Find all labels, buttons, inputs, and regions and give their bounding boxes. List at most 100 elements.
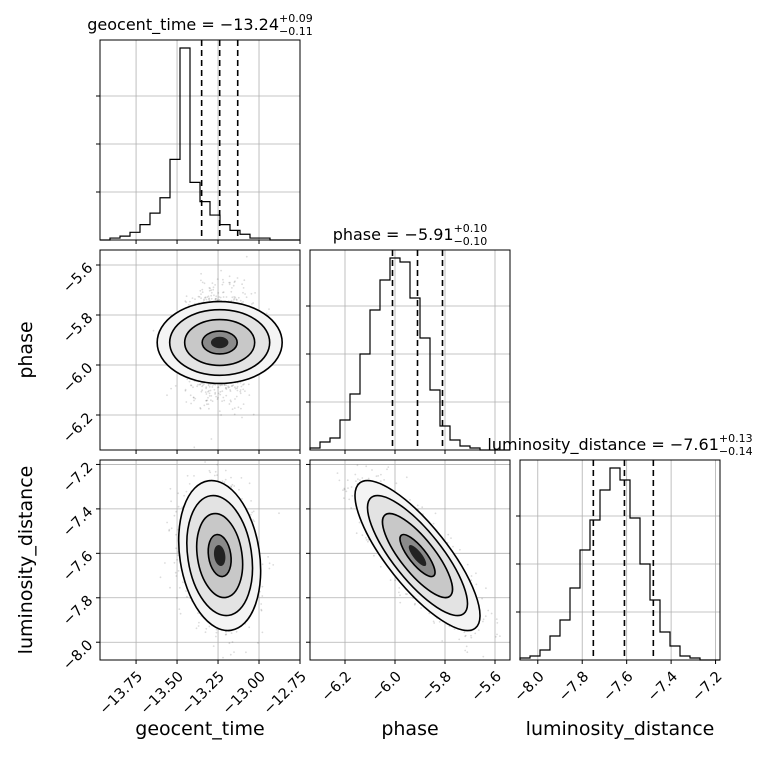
sample-point [214,393,217,395]
sample-point [210,438,213,440]
y-tick-label: −5.8 [60,310,96,346]
sample-point [203,299,205,302]
sample-point [223,384,226,386]
sample-point [438,620,441,623]
y-tick-label: −8.0 [60,637,96,673]
density-layer [159,461,280,667]
sample-point [459,548,461,551]
panel-border [99,39,301,241]
sample-point [241,498,243,500]
sample-point [193,399,195,402]
density-layer [336,460,501,658]
y-tick-label: −7.8 [60,593,96,629]
sample-point [252,413,255,416]
sample-point [173,561,176,564]
sample-point [268,562,271,565]
sample-point [233,407,236,409]
sample-point [197,625,200,627]
sample-point [208,469,211,472]
sample-point [237,296,240,299]
sample-point [229,390,232,392]
sample-point [224,469,227,472]
sample-point [193,475,195,477]
sample-point [464,649,467,652]
sample-point [241,283,244,286]
sample-point [207,390,209,393]
panel-border [99,249,301,451]
sample-point [432,620,435,623]
sample-point [236,385,239,388]
sample-point [206,399,209,402]
sample-point [247,383,250,386]
sample-point [242,291,244,294]
sample-point [225,394,228,397]
y-tick-label: −6.0 [60,360,96,396]
sample-point [252,302,255,304]
sample-point [216,278,219,280]
y-tick-label: −5.6 [60,260,96,296]
sample-point [169,487,172,490]
sample-point [205,393,208,395]
sample-point [193,446,196,449]
sample-point [223,481,226,483]
sample-point [253,520,256,523]
panel-title: luminosity_distance = −7.61+0.13 [487,432,752,455]
x-tick-label: −13.00 [220,669,269,718]
sample-point [224,478,227,481]
sample-point [238,488,240,491]
sample-point [230,299,233,302]
sample-point [215,628,218,631]
sample-point [379,480,382,482]
sample-point [185,490,188,493]
sample-point [211,386,214,388]
sample-point [222,656,224,659]
sample-point [225,633,228,636]
sample-point [210,395,213,397]
density-layer [152,255,283,449]
sample-point [198,621,200,624]
sample-point [358,521,361,524]
sample-point [208,299,211,302]
sample-point [205,399,208,402]
sample-point [221,384,224,387]
sample-point [197,295,200,298]
sample-point [215,395,218,398]
sample-point [242,403,245,405]
sample-point [228,275,231,278]
sample-point [222,278,224,281]
sample-point [207,295,210,298]
sample-point [175,547,178,550]
sample-point [233,296,236,298]
sample-point [185,590,187,592]
sample-point [242,384,244,386]
sample-point [239,390,242,393]
sample-point [177,492,180,495]
sample-point [177,505,180,508]
sample-point [234,386,236,389]
scatter-panel-geocent_time-phase: −6.2−6.0−5.8−5.6 [60,249,301,454]
histogram-step [309,257,510,451]
sample-point [210,289,213,292]
sample-point [406,593,408,595]
sample-point [166,521,169,524]
sample-point [239,389,242,391]
title-value: phase = −5.91 [333,225,454,244]
sample-point [230,486,233,489]
title-upper-error: +0.13 [719,432,753,445]
sample-point [205,386,208,388]
sample-point [208,390,210,392]
sample-point [168,529,171,532]
sample-point [243,383,245,385]
sample-point [175,510,178,513]
sample-point [176,558,179,561]
panel-title: geocent_time = −13.24+0.09 [87,12,313,35]
sample-point [228,281,231,284]
sample-point [190,402,193,405]
sample-point [190,384,193,387]
sample-point [164,562,166,564]
sample-point [212,286,215,289]
sample-point [420,607,422,609]
sample-point [246,665,248,667]
sample-point [170,527,173,530]
sample-point [250,500,253,502]
